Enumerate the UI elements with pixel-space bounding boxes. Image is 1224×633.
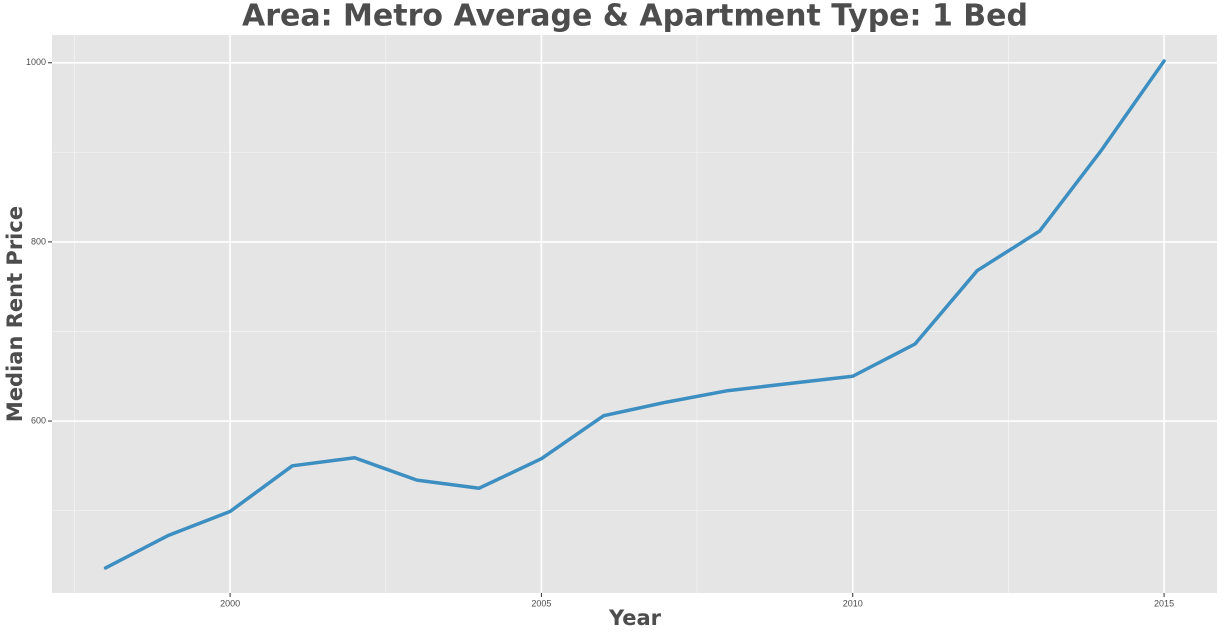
- x-tick-label: 2010: [843, 598, 863, 608]
- y-tick-label: 600: [31, 415, 46, 425]
- x-tick-label: 2000: [220, 598, 240, 608]
- plot-background: [52, 35, 1217, 593]
- y-axis-label: Median Rent Price: [3, 206, 27, 422]
- x-tick-label: 2015: [1154, 598, 1174, 608]
- x-axis-label: Year: [608, 606, 662, 630]
- x-tick-label: 2005: [531, 598, 551, 608]
- y-tick-label: 1000: [26, 57, 46, 67]
- line: [103, 59, 1166, 570]
- y-tick-label: 800: [31, 236, 46, 246]
- chart-title: Area: Metro Average & Apartment Type: 1 …: [242, 0, 1028, 34]
